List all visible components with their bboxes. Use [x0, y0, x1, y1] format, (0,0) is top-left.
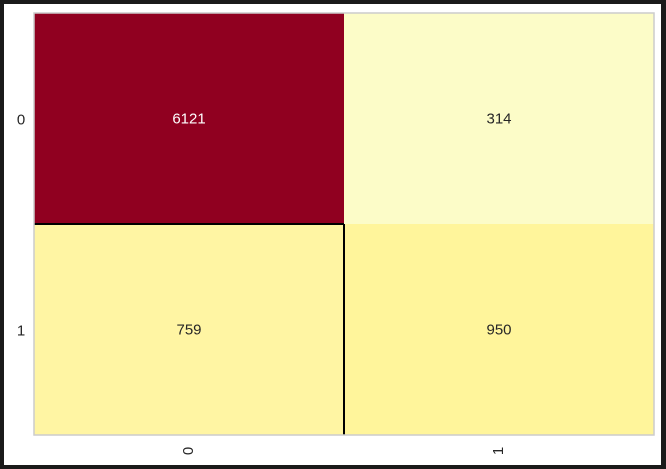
x-tick-label: 0 [180, 447, 197, 455]
cell-value-label: 759 [176, 322, 201, 339]
cell-value-label: 950 [486, 322, 511, 339]
cell-value-label: 6121 [172, 111, 205, 128]
chart-figure: 6121 314 759 950 0 1 0 1 [4, 4, 661, 465]
y-tick-label: 1 [17, 323, 25, 340]
x-tick-label: 1 [490, 447, 507, 455]
confusion-matrix-heatmap: 6121 314 759 950 0 1 0 1 [17, 12, 655, 455]
plot-frame [33, 12, 655, 436]
y-tick-label: 0 [17, 112, 25, 129]
heatmap-cell [34, 13, 344, 224]
cell-value-label: 314 [486, 111, 511, 128]
heatmap-cell [34, 224, 344, 435]
heatmap-cell [344, 224, 654, 435]
heatmap-cell [344, 13, 654, 224]
